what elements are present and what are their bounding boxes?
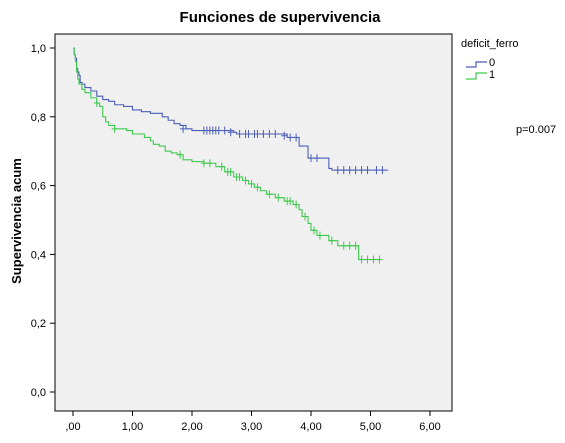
series-0 — [73, 47, 389, 175]
censor-mark-0 — [245, 130, 252, 138]
censor-mark-1 — [200, 159, 207, 168]
censor-mark-1 — [287, 197, 294, 206]
censor-mark-1 — [248, 179, 255, 188]
censor-mark-1 — [254, 183, 261, 192]
censor-mark-0 — [334, 166, 341, 175]
x-tick-label: 5,00 — [360, 421, 381, 433]
survival-curve-1 — [73, 47, 383, 261]
censor-mark-1 — [242, 176, 249, 185]
censor-mark-1 — [293, 200, 300, 209]
x-tick-label: ,00 — [65, 421, 80, 433]
censor-mark-0 — [287, 133, 294, 142]
censor-mark-0 — [352, 166, 359, 175]
censor-mark-1 — [346, 241, 353, 250]
censor-mark-1 — [370, 255, 377, 264]
censor-mark-1 — [376, 255, 383, 264]
censor-mark-0 — [180, 124, 187, 133]
censor-mark-0 — [364, 166, 371, 175]
censor-mark-1 — [266, 190, 273, 199]
censor-mark-0 — [260, 130, 267, 138]
censor-mark-0 — [313, 154, 320, 163]
y-tick-label: 1,0 — [31, 43, 46, 55]
censor-mark-1 — [275, 193, 282, 202]
censor-mark-1 — [206, 159, 213, 168]
censor-mark-1 — [236, 173, 243, 181]
x-axis: ,00 1,00 2,00 3,00 4,00 5,00 6,00 — [65, 411, 441, 433]
censor-mark-0 — [281, 131, 288, 140]
legend-swatch-1 — [466, 72, 487, 80]
censor-mark-1 — [352, 241, 359, 250]
censor-mark-0 — [308, 154, 314, 163]
censor-mark-1 — [340, 241, 347, 250]
censor-mark-0 — [293, 133, 300, 142]
x-tick-label: 4,00 — [300, 421, 321, 433]
censor-mark-1 — [358, 255, 365, 264]
censor-mark-1 — [227, 167, 234, 176]
censor-mark-0 — [379, 166, 386, 175]
x-tick-label: 2,00 — [181, 421, 202, 433]
legend-label-0: 0 — [489, 57, 495, 69]
y-axis-label: Supervivencia acum — [9, 158, 24, 284]
censor-mark-0 — [215, 126, 222, 135]
censor-mark-1 — [310, 226, 317, 235]
y-tick-label: 0,6 — [31, 181, 46, 193]
censor-mark-1 — [302, 212, 309, 221]
legend-item-1: 1 — [466, 69, 495, 81]
p-value-annotation: p=0.007 — [516, 124, 556, 136]
y-tick-label: 0,0 — [31, 387, 46, 399]
censor-mark-0 — [272, 130, 279, 138]
series-layer — [73, 47, 389, 264]
censor-mark-1 — [111, 124, 118, 133]
y-tick-label: 0,8 — [31, 112, 46, 124]
legend-title: deficit_ferro — [461, 38, 518, 50]
survival-curve-0 — [73, 47, 389, 171]
censor-mark-1 — [93, 99, 100, 108]
censor-mark-0 — [266, 130, 273, 138]
censor-mark-0 — [346, 166, 353, 175]
y-tick-label: 0,4 — [31, 249, 46, 261]
censor-mark-1 — [316, 231, 323, 240]
legend-label-1: 1 — [489, 69, 495, 81]
y-tick-label: 0,2 — [31, 318, 46, 330]
censor-mark-1 — [364, 255, 371, 264]
censor-mark-0 — [254, 130, 261, 138]
x-tick-label: 1,00 — [122, 421, 143, 433]
plot-area — [54, 33, 453, 412]
censor-mark-1 — [328, 236, 335, 245]
chart-title: Funciones de supervivencia — [180, 9, 382, 26]
censor-mark-0 — [221, 126, 228, 135]
x-tick-label: 3,00 — [241, 421, 262, 433]
censor-mark-0 — [340, 166, 347, 175]
censor-mark-0 — [227, 128, 234, 137]
y-axis: 0,0 0,2 0,4 0,6 0,8 1,0 — [31, 43, 55, 399]
x-tick-label: 6,00 — [419, 421, 440, 433]
censor-mark-0 — [373, 166, 380, 175]
censor-mark-1 — [177, 150, 184, 159]
legend-swatch-0 — [466, 61, 487, 68]
series-1 — [73, 47, 383, 264]
censor-mark-0 — [236, 130, 243, 138]
censor-mark-1 — [218, 162, 225, 171]
censor-mark-0 — [358, 166, 365, 175]
legend: deficit_ferro 0 1 — [461, 38, 518, 81]
legend-item-0: 0 — [466, 57, 495, 69]
